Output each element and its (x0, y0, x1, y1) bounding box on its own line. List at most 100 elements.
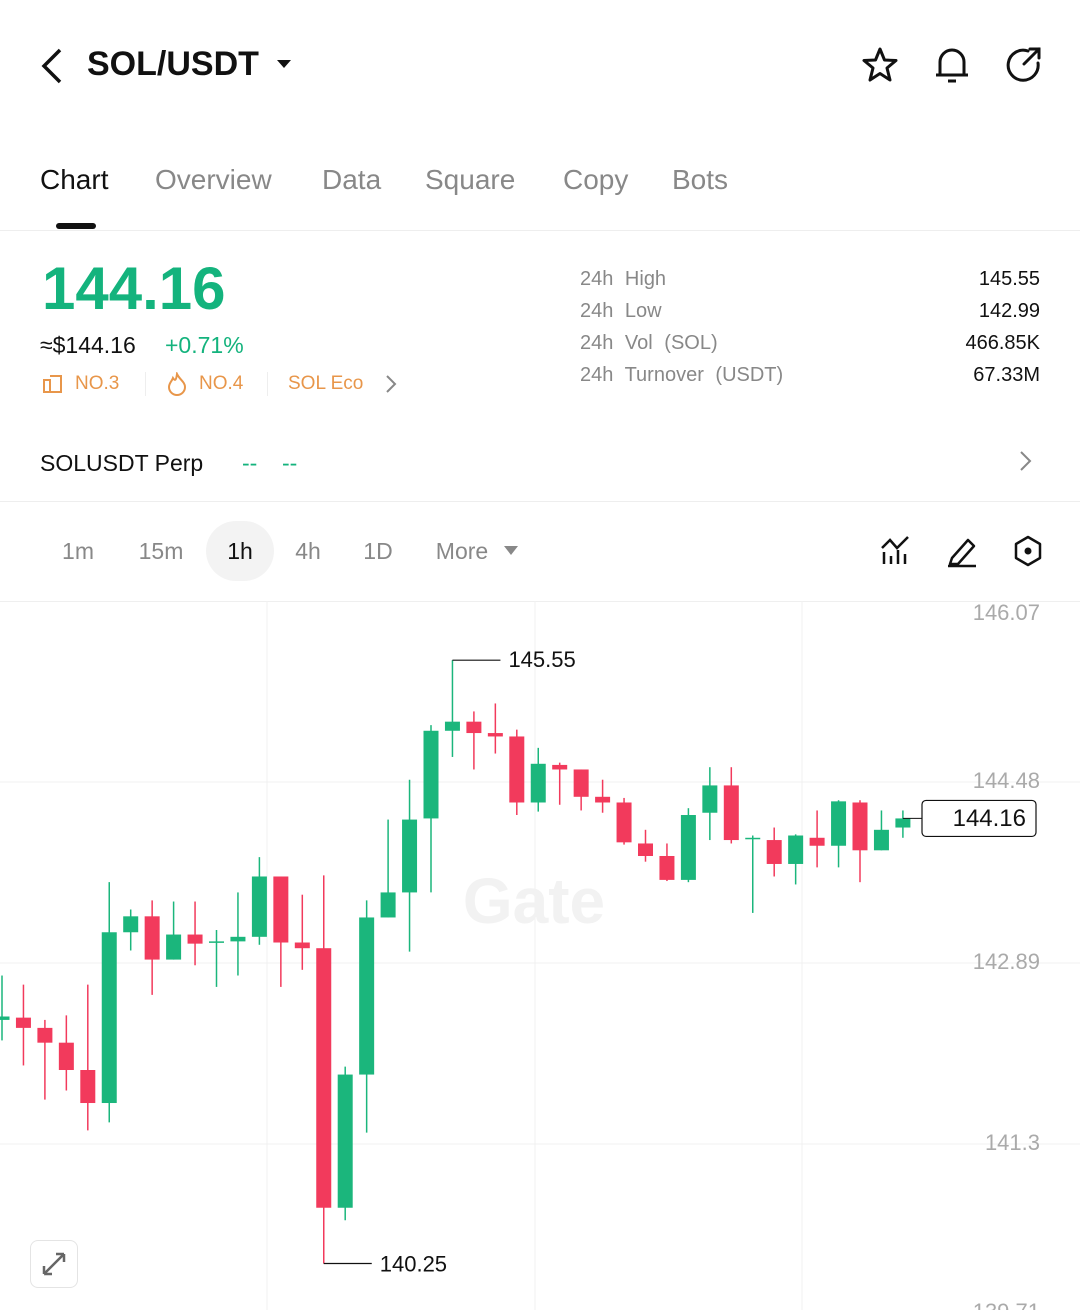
chart: Gate 146.07 144.48 142.89 141.3 139.71 145.55… (0, 601, 1080, 1310)
interval[interactable]: 1h (227, 538, 253, 564)
tag[interactable]: NO.4 (199, 373, 244, 394)
tab[interactable]: Chart (40, 164, 109, 195)
indicator-icon[interactable] (880, 534, 912, 568)
candle-body (230, 936, 246, 942)
stat-label: 24h High (580, 268, 667, 290)
candle-body (788, 835, 804, 864)
candle-body (0, 1016, 10, 1020)
candle-body (466, 721, 482, 734)
candle-body (166, 934, 182, 960)
divider (0, 501, 1080, 502)
candle-body (831, 801, 847, 846)
last-price-label: 144.16 (953, 805, 1026, 832)
alert-icon[interactable] (932, 44, 972, 86)
candle-body (80, 1070, 96, 1104)
candle-body (809, 837, 825, 846)
candle-body (144, 916, 160, 960)
settings-icon[interactable] (1012, 534, 1044, 568)
price-change: +0.71% (165, 332, 244, 358)
rank-icon (43, 375, 62, 393)
tab[interactable]: Data (322, 164, 382, 195)
divider (267, 372, 268, 396)
candle-body (251, 876, 267, 937)
tag[interactable]: SOL Eco (288, 373, 364, 394)
tab[interactable]: Copy (563, 164, 629, 195)
perp-price: -- (242, 450, 258, 476)
candle-body (745, 837, 761, 840)
y-tick-label: 146.07 (973, 601, 1040, 625)
y-tick-label: 142.89 (973, 949, 1040, 974)
divider (0, 230, 1080, 231)
candle-body (573, 769, 589, 797)
candle-body (680, 815, 696, 880)
candle-body (552, 764, 568, 770)
tab-indicator (56, 223, 96, 229)
candle-body (37, 1027, 53, 1043)
share-icon[interactable] (1004, 45, 1044, 85)
tab[interactable]: Square (425, 164, 516, 195)
high-label: 145.55 (508, 647, 575, 672)
y-tick-label: 141.3 (985, 1130, 1040, 1155)
draw-icon[interactable] (946, 534, 980, 568)
perp-name[interactable]: SOLUSDT Perp (40, 450, 204, 476)
candle-body (58, 1042, 74, 1071)
candle-body (895, 818, 911, 828)
interval[interactable]: More (435, 538, 489, 564)
candle-body (15, 1017, 31, 1028)
interval[interactable]: 1m (62, 538, 94, 564)
candle-body (316, 948, 332, 1208)
stat-value: 142.99 (978, 300, 1040, 322)
candle-body (423, 730, 439, 819)
favorite-icon[interactable] (860, 45, 900, 85)
candle-body (359, 917, 375, 1075)
candle-body (380, 892, 396, 918)
more-caret[interactable] (503, 545, 519, 557)
interval[interactable]: 4h (295, 538, 321, 564)
candle-body (638, 843, 653, 856)
candle-body (659, 855, 675, 880)
stat-label: 24h Low (580, 300, 662, 322)
candle-body (766, 840, 782, 864)
candle-body (487, 733, 503, 737)
candle-body (509, 736, 525, 803)
perp-change: -- (282, 450, 298, 476)
pair-dropdown[interactable] (276, 58, 292, 70)
stat-value: 466.85K (965, 332, 1040, 354)
candle-body (530, 763, 546, 803)
expand-button[interactable] (30, 1240, 78, 1288)
back-button[interactable] (36, 46, 70, 86)
usd-price: ≈$144.16 (40, 332, 136, 358)
stat-value: 67.33M (973, 364, 1040, 386)
y-tick-label: 144.48 (973, 768, 1040, 793)
candle-body (187, 934, 203, 944)
interval[interactable]: 15m (138, 538, 184, 564)
candle-body (702, 785, 718, 813)
chevron (386, 375, 397, 393)
watermark: Gate (463, 865, 605, 937)
candle-body (123, 916, 139, 933)
last-price: 144.16 (42, 255, 226, 322)
candle-body (402, 819, 418, 893)
interval-highlight (206, 521, 274, 581)
hot-icon (167, 372, 187, 396)
stat-value: 145.55 (978, 268, 1040, 290)
candle-body (337, 1074, 353, 1208)
interval[interactable]: 1D (363, 538, 393, 564)
candle-body (852, 802, 868, 851)
last-price-box (921, 799, 1037, 838)
low-label: 140.25 (380, 1251, 447, 1276)
tab[interactable]: Bots (672, 164, 729, 195)
candle-body (273, 876, 289, 943)
stat-label: 24h Turnover (USDT) (580, 364, 784, 386)
chevron[interactable] (1018, 450, 1034, 472)
candle-body (723, 785, 739, 841)
candle-body (294, 942, 310, 949)
candle-body (873, 829, 889, 851)
tab[interactable]: Overview (155, 164, 272, 195)
tag[interactable]: NO.3 (75, 373, 120, 394)
candle-body (616, 802, 632, 843)
pair-title[interactable]: SOL/USDT (87, 45, 259, 83)
candle-body (209, 941, 224, 943)
candle-body (101, 932, 117, 1104)
